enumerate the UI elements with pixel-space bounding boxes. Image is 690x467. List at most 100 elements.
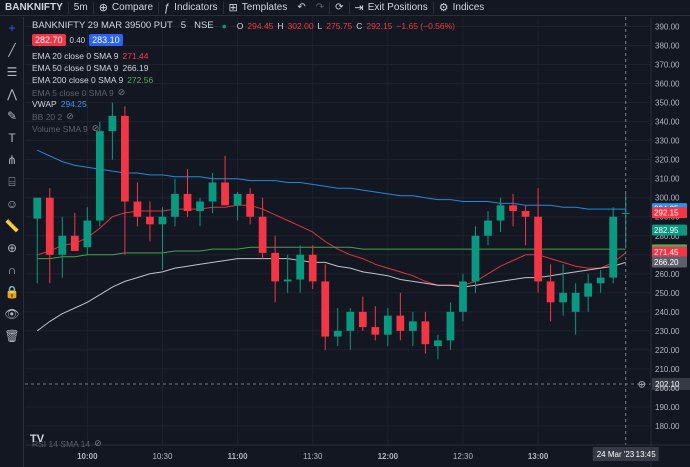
buy-button[interactable]: 283.10	[89, 34, 123, 46]
price-chart[interactable]: ⊕ 202.10 24 Mar '23 13:45 390.00 380.00 370.0…	[25, 17, 690, 467]
price-tag-label: 266.20	[654, 258, 679, 267]
lock-icon: 🔒	[4, 285, 20, 299]
ruler-tool[interactable]: 📏	[0, 215, 24, 237]
legend-volume[interactable]: Volume SMA 9 ⊘	[32, 123, 99, 134]
refresh-button[interactable]: ⟳	[330, 0, 348, 16]
candle-body	[371, 327, 380, 335]
candle-body	[396, 315, 405, 331]
candle-body	[171, 193, 179, 217]
candle-body	[70, 235, 79, 251]
fib-tool[interactable]: ☰	[0, 61, 24, 83]
ruler-icon: 📏	[4, 219, 20, 233]
lock-tool[interactable]: 🔒	[0, 281, 24, 303]
price-tick-label: 370.00	[655, 61, 680, 70]
price-tag-label: 282.95	[654, 226, 679, 235]
templates-button[interactable]: ⊞ Templates	[224, 0, 293, 16]
price-tick-label: 340.00	[655, 118, 680, 127]
candle-body	[321, 281, 330, 337]
indices-label: Indices	[452, 2, 485, 13]
candles	[33, 102, 630, 360]
exit-positions-button[interactable]: ⇥ Exit Positions	[350, 0, 433, 16]
candle-body	[258, 216, 267, 253]
legend-bb[interactable]: BB 20 2 ⊘	[32, 111, 74, 122]
eye-off-icon[interactable]: ⊘	[66, 111, 74, 121]
visibility-tool[interactable]: 👁	[0, 303, 24, 325]
candle-body	[283, 279, 292, 282]
fib-icon: ☰	[6, 65, 18, 79]
sell-button[interactable]: 282.70	[32, 34, 66, 46]
trendline-tool[interactable]: ╱	[0, 39, 24, 61]
ema5-name: EMA 5 close 0 SMA 9	[32, 87, 114, 98]
candle-body	[95, 131, 104, 221]
price-tag: 271.45	[652, 246, 687, 258]
compare-label: Compare	[111, 2, 154, 13]
compare-button[interactable]: ⊕ Compare	[94, 0, 158, 16]
legend-ema20[interactable]: EMA 20 close 0 SMA 9 271.44	[32, 51, 148, 61]
emoji-tool[interactable]: ☺	[0, 193, 24, 215]
interval-button[interactable]: 5m	[69, 0, 93, 16]
delete-tool[interactable]: 🗑	[0, 325, 24, 347]
series-line-ema-200	[37, 246, 626, 260]
legend-ema5[interactable]: EMA 5 close 0 SMA 9 ⊘	[32, 87, 125, 98]
brush-tool[interactable]: ✎	[0, 105, 24, 127]
legend-ema50[interactable]: EMA 50 close 0 SMA 9 266.19	[32, 63, 148, 73]
crosshair-price-bg	[652, 377, 690, 390]
zoom-tool[interactable]: ⊕	[0, 237, 24, 259]
text-tool[interactable]: T	[0, 127, 24, 149]
candle-body	[459, 281, 467, 312]
eye-off-icon[interactable]: ⊘	[117, 87, 126, 97]
crosshair-time-label2: 13:45	[636, 450, 657, 459]
candle-body	[471, 235, 480, 282]
add-alert-icon[interactable]: ⊕	[638, 379, 646, 390]
ema200-name: EMA 200 close 0 SMA 9	[32, 75, 124, 85]
symbol-search[interactable]: BANKNIFTY	[0, 0, 68, 16]
ema20-value: 271.44	[122, 51, 149, 61]
pattern-tool[interactable]: ⋀	[0, 83, 24, 105]
crosshair-tool[interactable]: +	[0, 17, 24, 39]
forecast-tool[interactable]: ⋔	[0, 149, 24, 171]
time-tick-label: 12:00	[378, 452, 399, 461]
eye-off-icon[interactable]: ⊘	[91, 123, 100, 133]
magnet-icon: ∩	[7, 263, 17, 277]
candle-body	[133, 201, 142, 217]
eye-off-icon[interactable]: ⊘	[94, 438, 102, 448]
chart-background	[25, 17, 690, 467]
low-value: 275.75	[326, 20, 353, 31]
interval-label: 5m	[73, 2, 88, 13]
candle-body	[596, 277, 605, 284]
time-tick-label: 11:30	[303, 452, 323, 461]
undo-button[interactable]: ↶	[292, 0, 310, 16]
candle-body	[584, 283, 593, 297]
crosshair-time-bg	[592, 447, 659, 461]
indicators-button[interactable]: ƒ Indicators	[159, 0, 222, 16]
measure-group-tool[interactable]: ⌸	[0, 171, 24, 193]
time-axis[interactable]: 10:00 10:30 11:00 11:30 12:00 12:30 13:00	[77, 452, 549, 461]
legend-ema200[interactable]: EMA 200 close 0 SMA 9 272.56	[32, 75, 153, 85]
price-tag-bg	[652, 207, 687, 219]
indices-button[interactable]: ⚙ Indices	[434, 0, 490, 16]
vwap-value: 294.25	[60, 99, 87, 109]
candle-body	[559, 292, 567, 303]
symbol-header: BANKNIFTY 29 MAR 39500 PUT 5 NSE ● O 294.…	[32, 20, 455, 31]
trash-icon: 🗑	[4, 329, 20, 343]
candle-body	[158, 216, 167, 225]
pattern-icon: ⋀	[7, 87, 17, 101]
series-line-vwap	[37, 149, 626, 210]
crosshair-time-label: 24 Mar '23	[597, 450, 635, 459]
chart-title: BANKNIFTY 29 MAR 39500 PUT	[32, 20, 173, 31]
price-tick-label: 200.00	[655, 384, 680, 393]
candle-body	[346, 311, 355, 331]
redo-button[interactable]: ↷	[311, 0, 329, 16]
legend-vwap[interactable]: VWAP 294.25	[32, 99, 87, 109]
price-tick-label: 380.00	[655, 42, 680, 51]
high-value: 302.00	[287, 20, 314, 31]
time-tick-label: 12:30	[453, 452, 474, 461]
candle-body	[208, 182, 217, 202]
divider	[222, 1, 224, 14]
price-tick-label: 300.00	[655, 194, 680, 203]
magnet-tool[interactable]: ∩	[0, 259, 24, 281]
price-tick-label: 250.00	[655, 289, 680, 298]
legend-rsi[interactable]: RSI 14 SMA 14 ⊘	[32, 438, 102, 449]
candle-body	[546, 281, 555, 303]
candle-body	[358, 311, 367, 328]
